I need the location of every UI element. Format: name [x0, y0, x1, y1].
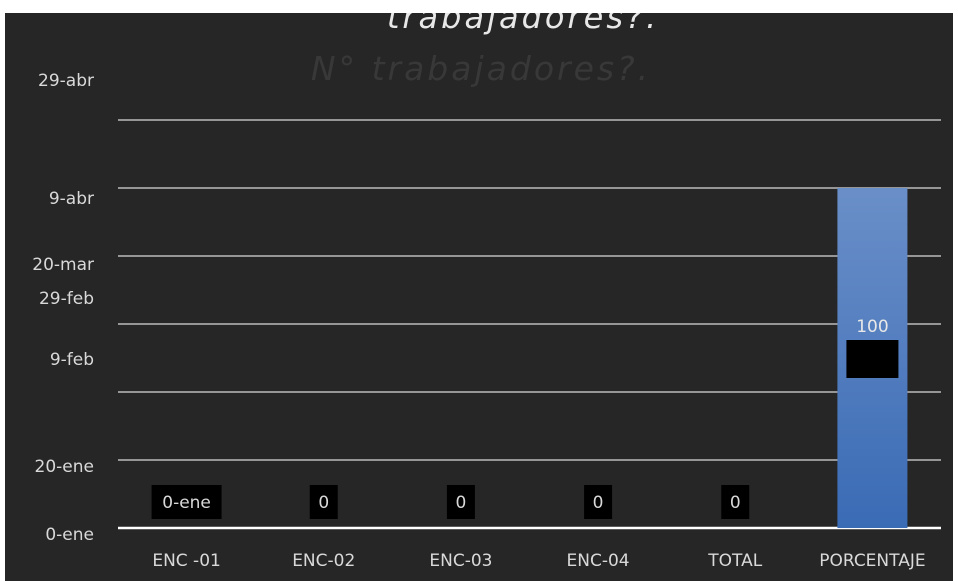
x-axis-categories: ENC -01 ENC-02 ENC-03 ENC-04 TOTAL PORCENTAJE [152, 551, 925, 571]
data-label-box [721, 485, 750, 519]
data-labels: 0-ene 0 0 0 0 100 [151, 317, 899, 519]
x-category-label: TOTAL [707, 551, 762, 571]
y-tick-label: 9-abr [49, 189, 94, 209]
y-tick-label: 29-abr [38, 71, 94, 91]
data-label-box [309, 485, 338, 519]
x-category-label: ENC-02 [292, 551, 355, 571]
chart-subtitle: N° trabajadores?. [311, 49, 651, 88]
y-tick-label: 0-ene [45, 525, 94, 545]
y-tick-label: 20-mar [32, 255, 94, 275]
data-label-box [446, 485, 475, 519]
data-label: 0 [456, 493, 467, 513]
data-label-box [151, 485, 222, 519]
data-label-box [846, 340, 899, 378]
gridlines [118, 119, 941, 530]
data-label: 0 [593, 493, 604, 513]
chart-panel: 0-ene 0 0 0 0 100 0-ene 20-ene 9-feb 29-feb 20-ma… [5, 13, 953, 581]
x-category-label: ENC -01 [152, 551, 221, 571]
y-tick-label: 9-feb [50, 350, 94, 370]
y-tick-label: 20-ene [35, 457, 94, 477]
bar-chart: 0-ene 0 0 0 0 100 0-ene 20-ene 9-feb 29-feb 20-ma… [32, 13, 941, 571]
chart-title: trabajadores?. [387, 13, 659, 36]
data-label: 0 [318, 493, 329, 513]
y-axis-ticks: 0-ene 20-ene 9-feb 29-feb 20-mar 9-abr 29-abr [32, 71, 94, 545]
data-label-box [584, 485, 613, 519]
y-tick-label: 29-feb [39, 289, 94, 309]
x-category-label: ENC-04 [567, 551, 630, 571]
data-label: 100 [856, 317, 888, 337]
data-label: 0 [730, 493, 741, 513]
data-label: 0-ene [162, 493, 211, 513]
x-category-label: PORCENTAJE [819, 551, 925, 571]
x-category-label: ENC-03 [429, 551, 492, 571]
